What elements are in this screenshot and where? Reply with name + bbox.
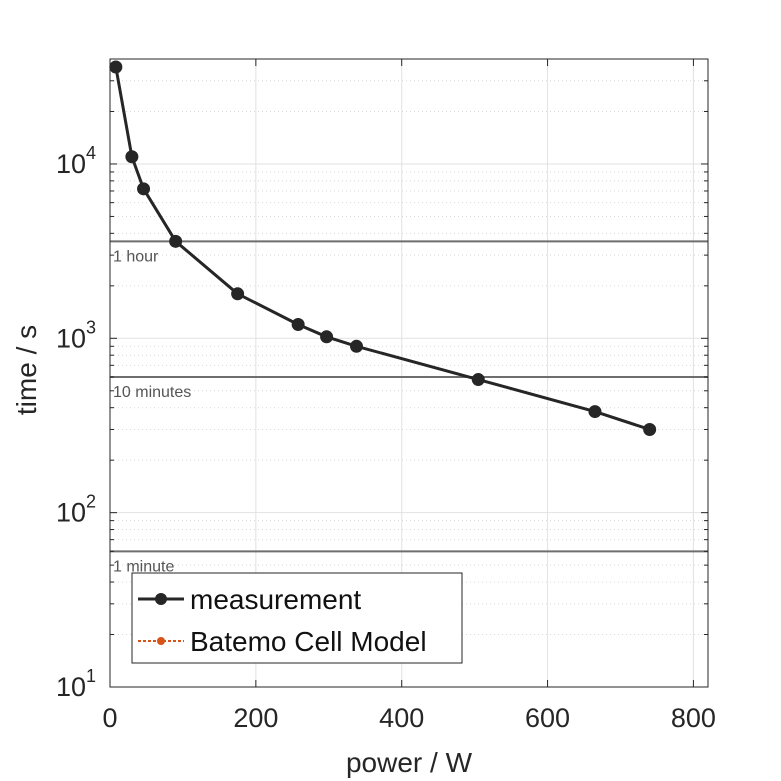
- data-point: [291, 318, 305, 332]
- y-tick-label: 104: [56, 143, 96, 179]
- x-tick-labels: 0 200 400 600 800: [102, 703, 715, 733]
- legend-label: measurement: [190, 584, 361, 615]
- data-point: [125, 150, 139, 164]
- legend: measurement Batemo Cell Model: [131, 572, 463, 664]
- y-tick-label: 102: [56, 492, 96, 528]
- x-tick-label: 0: [102, 703, 117, 733]
- legend-marker: [155, 593, 167, 605]
- data-point: [320, 330, 334, 344]
- reference-line-label: 10 minutes: [113, 384, 191, 401]
- data-point: [169, 234, 183, 248]
- data-point: [588, 405, 602, 419]
- reference-line-label: 1 minute: [113, 558, 174, 575]
- data-point: [349, 339, 363, 353]
- x-tick-label: 400: [379, 703, 424, 733]
- y-tick-labels: 101 102 103 104: [56, 143, 96, 702]
- series-layer: [109, 60, 657, 436]
- data-point: [231, 287, 245, 301]
- y-tick-label: 101: [56, 666, 96, 702]
- plot-frame: [109, 58, 709, 688]
- legend-marker: [157, 637, 165, 645]
- legend-label: Batemo Cell Model: [190, 626, 427, 657]
- data-point: [471, 373, 485, 387]
- legend-entries: measurement Batemo Cell Model: [138, 584, 427, 657]
- x-tick-label: 800: [671, 703, 716, 733]
- data-point: [137, 182, 151, 196]
- x-tick-label: 200: [233, 703, 278, 733]
- data-point: [109, 60, 123, 74]
- reference-lines: 1 hour 10 minutes 1 minute: [110, 240, 708, 575]
- legend-box: [131, 572, 463, 664]
- y-tick-label: 103: [56, 317, 96, 353]
- major-gridlines: [110, 59, 708, 687]
- x-axis-title: power / W: [346, 747, 473, 778]
- y-axis-title: time / s: [11, 325, 42, 415]
- x-tick-label: 600: [525, 703, 570, 733]
- axis-ticks: [109, 58, 708, 688]
- reference-line-label: 1 hour: [113, 248, 159, 265]
- data-point: [643, 422, 657, 436]
